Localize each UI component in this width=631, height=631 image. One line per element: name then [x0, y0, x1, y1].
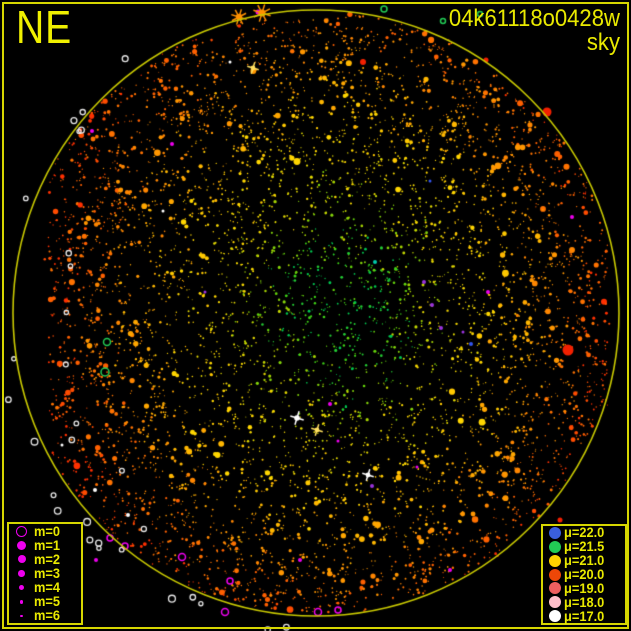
- orientation-label: NE: [16, 1, 73, 53]
- observation-id: 04k61118o0428w: [448, 5, 620, 32]
- legend-label: m=3: [34, 566, 61, 581]
- legend-marker-cell: [9, 525, 34, 537]
- mu-color-marker: [548, 582, 561, 595]
- legend-row: μ=22.0: [543, 526, 625, 540]
- legend-label: μ=20.0: [564, 567, 605, 582]
- legend-row: m=4: [9, 581, 81, 595]
- legend-label: m=2: [34, 551, 61, 567]
- legend-marker-cell: [545, 526, 564, 539]
- legend-label: μ=21.5: [564, 539, 605, 555]
- mu-color-marker: [548, 554, 561, 567]
- legend-label: μ=19.0: [564, 580, 605, 596]
- legend-label: m=6: [34, 608, 61, 624]
- legend-marker-cell: [9, 570, 34, 577]
- legend-label: μ=21.0: [564, 553, 605, 569]
- legend-label: m=5: [34, 594, 61, 610]
- legend-marker-cell: [545, 582, 564, 595]
- mu-color-marker: [548, 526, 561, 539]
- magnitude-ring-marker: [16, 525, 27, 537]
- legend-label: m=0: [34, 523, 61, 539]
- legend-row: μ=18.0: [543, 595, 625, 609]
- magnitude-dot-marker: [20, 614, 23, 618]
- mu-color-marker: [548, 610, 561, 623]
- legend-row: μ=21.5: [543, 540, 625, 554]
- magnitude-dot-marker: [18, 570, 25, 577]
- legend-marker-cell: [545, 540, 564, 553]
- legend-row: μ=17.0: [543, 609, 625, 623]
- mu-color-marker: [548, 540, 561, 553]
- legend-marker-cell: [545, 610, 564, 623]
- legend-marker-cell: [9, 585, 34, 591]
- legend-row: m=0: [9, 524, 81, 538]
- legend-label: μ=22.0: [564, 525, 605, 541]
- legend-magnitude: m=0 m=1 m=2 m=3 m=4 m=5 m=6: [7, 522, 83, 625]
- legend-marker-cell: [9, 540, 34, 550]
- magnitude-dot-marker: [17, 555, 26, 564]
- legend-row: m=2: [9, 552, 81, 566]
- legend-label: μ=17.0: [564, 608, 605, 624]
- legend-marker-cell: [545, 568, 564, 581]
- mu-color-marker: [548, 568, 561, 581]
- mu-color-marker: [548, 596, 561, 609]
- legend-row: m=6: [9, 609, 81, 623]
- subtitle-sky: sky: [586, 29, 620, 56]
- magnitude-dot-marker: [19, 585, 24, 591]
- legend-label: m=4: [34, 580, 61, 596]
- legend-row: μ=19.0: [543, 581, 625, 595]
- legend-row: m=1: [9, 538, 81, 552]
- legend-row: m=5: [9, 595, 81, 609]
- legend-row: μ=21.0: [543, 554, 625, 568]
- legend-marker-cell: [545, 554, 564, 567]
- legend-row: m=3: [9, 567, 81, 581]
- legend-mu: μ=22.0 μ=21.5 μ=21.0 μ=20.0 μ=19.0 μ=18.0 μ=17…: [541, 524, 627, 625]
- legend-label: μ=18.0: [564, 594, 605, 610]
- legend-label: m=1: [34, 537, 61, 553]
- legend-row: μ=20.0: [543, 568, 625, 582]
- legend-marker-cell: [9, 600, 34, 604]
- magnitude-dot-marker: [17, 540, 26, 550]
- legend-marker-cell: [545, 596, 564, 609]
- magnitude-dot-marker: [19, 600, 24, 604]
- legend-marker-cell: [9, 614, 34, 618]
- legend-marker-cell: [9, 555, 34, 564]
